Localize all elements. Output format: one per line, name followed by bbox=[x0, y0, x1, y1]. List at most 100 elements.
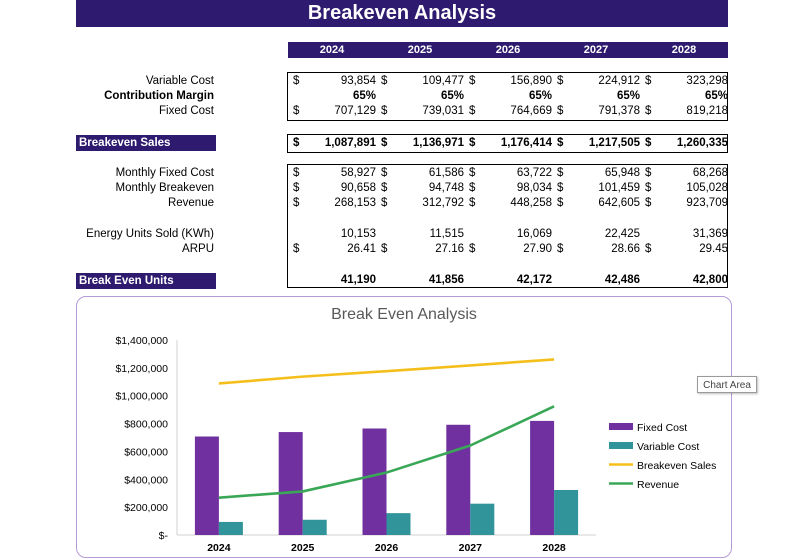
currency-symbol: $ bbox=[381, 105, 388, 117]
currency-symbol: $ bbox=[469, 167, 476, 179]
cell-contribution-margin-2025[interactable]: 65% bbox=[440, 90, 464, 102]
cell-energy-units-2028[interactable]: 31,369 bbox=[692, 228, 728, 240]
monthly-table-box bbox=[287, 164, 728, 288]
currency-symbol: $ bbox=[557, 167, 564, 179]
cell-monthly-breakeven-2025[interactable]: 94,748 bbox=[428, 182, 464, 194]
bar-fixed-cost bbox=[278, 432, 303, 535]
cell-revenue-2025[interactable]: 312,792 bbox=[422, 197, 464, 209]
legend-label: Fixed Cost bbox=[637, 422, 687, 434]
cell-variable-cost-2025[interactable]: 109,477 bbox=[422, 75, 464, 87]
cell-breakeven-sales-2026[interactable]: 1,176,414 bbox=[500, 137, 552, 149]
currency-symbol: $ bbox=[645, 197, 652, 209]
line-breakeven-sales bbox=[218, 358, 555, 385]
cell-arpu-2024[interactable]: 26.41 bbox=[347, 243, 376, 255]
legend-label: Revenue bbox=[637, 479, 679, 491]
bar-variable-cost bbox=[302, 519, 327, 535]
label-monthly-fixed-cost: Monthly Fixed Cost bbox=[115, 167, 214, 179]
x-tick-label: 2028 bbox=[542, 542, 566, 554]
currency-symbol: $ bbox=[645, 167, 652, 179]
cell-arpu-2025[interactable]: 27.16 bbox=[435, 243, 464, 255]
currency-symbol: $ bbox=[557, 182, 564, 194]
page-title: Breakeven Analysis bbox=[76, 0, 728, 27]
bar-variable-cost bbox=[470, 503, 495, 535]
currency-symbol: $ bbox=[557, 75, 564, 87]
cell-break-even-units-2027[interactable]: 42,486 bbox=[604, 274, 640, 286]
cell-monthly-fixed-cost-2026[interactable]: 63,722 bbox=[516, 167, 552, 179]
currency-symbol: $ bbox=[557, 243, 564, 255]
cell-fixed-cost-2026[interactable]: 764,669 bbox=[510, 105, 552, 117]
cell-break-even-units-2025[interactable]: 41,856 bbox=[428, 274, 464, 286]
currency-symbol: $ bbox=[381, 137, 388, 149]
cell-monthly-fixed-cost-2027[interactable]: 65,948 bbox=[604, 167, 640, 179]
cell-monthly-fixed-cost-2024[interactable]: 58,927 bbox=[340, 167, 376, 179]
breakeven-chart[interactable]: $- $200,000 $400,000 $600,000 $800,000 $1,000… bbox=[76, 296, 732, 555]
cell-revenue-2024[interactable]: 268,153 bbox=[334, 197, 376, 209]
cell-energy-units-2024[interactable]: 10,153 bbox=[340, 228, 376, 240]
cell-contribution-margin-2027[interactable]: 65% bbox=[616, 90, 640, 102]
y-tick-label: $800,000 bbox=[124, 419, 168, 431]
currency-symbol: $ bbox=[469, 105, 476, 117]
x-tick-label: 2027 bbox=[459, 542, 483, 554]
cell-breakeven-sales-2028[interactable]: 1,260,335 bbox=[676, 137, 728, 149]
cell-breakeven-sales-2027[interactable]: 1,217,505 bbox=[588, 137, 640, 149]
currency-symbol: $ bbox=[293, 243, 300, 255]
bar-fixed-cost bbox=[530, 420, 555, 535]
cell-arpu-2028[interactable]: 29.45 bbox=[699, 243, 728, 255]
y-tick-label: $400,000 bbox=[124, 474, 168, 486]
bar-variable-cost bbox=[554, 489, 579, 535]
cell-break-even-units-2024[interactable]: 41,190 bbox=[340, 274, 376, 286]
cell-break-even-units-2028[interactable]: 42,800 bbox=[692, 274, 728, 286]
currency-symbol: $ bbox=[293, 137, 300, 149]
cell-monthly-breakeven-2026[interactable]: 98,034 bbox=[516, 182, 552, 194]
currency-symbol: $ bbox=[381, 167, 388, 179]
cell-monthly-breakeven-2028[interactable]: 105,028 bbox=[686, 182, 728, 194]
legend-swatch bbox=[609, 423, 633, 430]
cell-contribution-margin-2026[interactable]: 65% bbox=[528, 90, 552, 102]
cell-break-even-units-2026[interactable]: 42,172 bbox=[516, 274, 552, 286]
currency-symbol: $ bbox=[293, 182, 300, 194]
x-tick-label: 2026 bbox=[375, 542, 399, 554]
cell-revenue-2028[interactable]: 923,709 bbox=[686, 197, 728, 209]
label-breakeven-sales: Breakeven Sales bbox=[76, 135, 216, 151]
year-header-2024: 2024 bbox=[319, 44, 345, 56]
cell-monthly-fixed-cost-2028[interactable]: 68,268 bbox=[692, 167, 728, 179]
cell-breakeven-sales-2024[interactable]: 1,087,891 bbox=[324, 137, 376, 149]
currency-symbol: $ bbox=[381, 182, 388, 194]
cell-arpu-2027[interactable]: 28.66 bbox=[611, 243, 640, 255]
y-tick-label: $600,000 bbox=[124, 446, 168, 458]
label-arpu: ARPU bbox=[182, 243, 214, 255]
cell-fixed-cost-2028[interactable]: 819,218 bbox=[686, 105, 728, 117]
chart-title: Break Even Analysis bbox=[331, 306, 477, 323]
cell-revenue-2026[interactable]: 448,258 bbox=[510, 197, 552, 209]
y-tick-label: $1,200,000 bbox=[115, 363, 168, 375]
cell-variable-cost-2027[interactable]: 224,912 bbox=[598, 75, 640, 87]
y-tick-label: $200,000 bbox=[124, 502, 168, 514]
label-energy-units: Energy Units Sold (KWh) bbox=[86, 228, 214, 240]
cell-monthly-breakeven-2027[interactable]: 101,459 bbox=[598, 182, 640, 194]
cell-variable-cost-2028[interactable]: 323,298 bbox=[686, 75, 728, 87]
currency-symbol: $ bbox=[645, 243, 652, 255]
cell-fixed-cost-2025[interactable]: 739,031 bbox=[422, 105, 464, 117]
cell-fixed-cost-2027[interactable]: 791,378 bbox=[598, 105, 640, 117]
cell-monthly-breakeven-2024[interactable]: 90,658 bbox=[340, 182, 376, 194]
cell-variable-cost-2024[interactable]: 93,854 bbox=[340, 75, 376, 87]
cost-table-box bbox=[287, 72, 728, 121]
currency-symbol: $ bbox=[469, 182, 476, 194]
cell-arpu-2026[interactable]: 27.90 bbox=[523, 243, 552, 255]
currency-symbol: $ bbox=[293, 197, 300, 209]
cell-fixed-cost-2024[interactable]: 707,129 bbox=[334, 105, 376, 117]
cell-variable-cost-2026[interactable]: 156,890 bbox=[510, 75, 552, 87]
cell-energy-units-2027[interactable]: 22,425 bbox=[604, 228, 640, 240]
cell-energy-units-2026[interactable]: 16,069 bbox=[516, 228, 552, 240]
cell-breakeven-sales-2025[interactable]: 1,136,971 bbox=[412, 137, 464, 149]
cell-energy-units-2025[interactable]: 11,515 bbox=[429, 228, 464, 240]
bar-fixed-cost bbox=[446, 424, 471, 535]
cell-contribution-margin-2028[interactable]: 65% bbox=[704, 90, 728, 102]
cell-revenue-2027[interactable]: 642,605 bbox=[598, 197, 640, 209]
legend-swatch bbox=[609, 442, 633, 449]
cell-contribution-margin-2024[interactable]: 65% bbox=[352, 90, 376, 102]
line-revenue bbox=[218, 405, 555, 499]
currency-symbol: $ bbox=[469, 243, 476, 255]
cell-monthly-fixed-cost-2025[interactable]: 61,586 bbox=[428, 167, 464, 179]
currency-symbol: $ bbox=[469, 137, 476, 149]
